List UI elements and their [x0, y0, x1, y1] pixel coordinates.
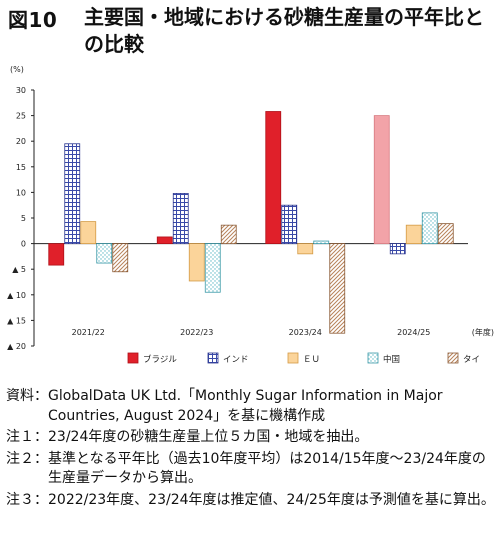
note-1: 注１： 23/24年度の砂糖生産量上位５カ国・地域を抽出。	[6, 428, 498, 448]
bar-ＥＵ-2021/22	[80, 221, 97, 245]
bar-chart: 30 25 20 15 10 5 0 ▲ 5 ▲ 10 ▲ 15 ▲ 20 (%) (年度) 2021/2…	[7, 65, 494, 365]
note-2: 注２： 基準となる平年比（過去10年度平均）は2014/15年度～23/24年度…	[6, 450, 498, 489]
note-text: GlobalData UK Ltd.「Monthly Sugar Informa…	[48, 388, 443, 424]
legend-label: タイ	[463, 355, 480, 365]
legend: ブラジル インド ＥＵ 中国 タイ	[127, 352, 480, 365]
y-tick-label: 5	[21, 214, 26, 223]
note-text: 2022/23年度、23/24年度は推定値、24/25年度は予測値を基に算出。	[48, 491, 495, 508]
y-tick-label: ▲ 20	[7, 342, 26, 351]
figure-title: 主要国・地域における砂糖生産量の平年比との比較	[84, 5, 484, 56]
legend-swatch	[447, 352, 459, 364]
legend-label: ブラジル	[143, 354, 177, 365]
note-label: 注３：	[6, 491, 48, 508]
bar-中国-2022/23	[204, 243, 221, 293]
x-tick-label: 2024/25	[397, 328, 430, 337]
legend-swatch	[127, 352, 139, 364]
bar-中国-2023/24	[313, 240, 330, 244]
note-source: 資料： GlobalData UK Ltd.「Monthly Sugar Inf…	[6, 387, 498, 426]
bar-タイ-2021/22	[112, 243, 129, 273]
bar-ブラジル-2024/25	[373, 115, 390, 244]
y-tick-label: 0	[21, 240, 26, 249]
y-tick-label: ▲ 5	[12, 265, 26, 274]
bar-ブラジル-2021/22	[48, 243, 65, 266]
y-tick-label: 15	[16, 163, 26, 172]
bar-ＥＵ-2022/23	[188, 243, 205, 282]
bar-インド-2023/24	[281, 204, 298, 244]
figure-label: 図10	[8, 8, 58, 32]
x-tick-label: 2021/22	[72, 328, 105, 337]
legend-swatch	[367, 352, 379, 364]
legend-label: インド	[223, 355, 249, 365]
y-tick-label: 20	[16, 137, 26, 146]
note-3: 注３： 2022/23年度、23/24年度は推定値、24/25年度は予測値を基に…	[6, 491, 498, 511]
bar-インド-2022/23	[172, 193, 189, 244]
y-tick-label: 25	[16, 112, 26, 121]
bar-タイ-2023/24	[329, 243, 346, 334]
bar-ＥＵ-2024/25	[405, 224, 422, 244]
note-text: 23/24年度の砂糖生産量上位５カ国・地域を抽出。	[48, 429, 369, 445]
bar-インド-2024/25	[389, 243, 406, 255]
legend-label: 中国	[383, 354, 400, 365]
note-label: 資料：	[6, 388, 48, 404]
note-text: 基準となる平年比（過去10年度平均）は2014/15年度～23/24年度の生産量…	[48, 450, 486, 487]
y-tick-label: ▲ 10	[7, 291, 26, 300]
legend-swatch	[287, 352, 299, 364]
notes: 資料： GlobalData UK Ltd.「Monthly Sugar Inf…	[6, 387, 498, 512]
axes	[31, 89, 468, 347]
bar-ＥＵ-2023/24	[297, 243, 314, 255]
note-label: 注１：	[6, 429, 48, 445]
legend-swatch	[207, 352, 219, 364]
bar-タイ-2022/23	[220, 224, 237, 244]
y-tick-label: 10	[16, 188, 26, 197]
bar-ブラジル-2022/23	[156, 236, 173, 245]
note-label: 注２：	[6, 450, 48, 467]
bar-ブラジル-2023/24	[265, 111, 282, 244]
x-tick-label: 2022/23	[180, 328, 213, 337]
y-unit-label: (%)	[10, 65, 24, 74]
x-tick-label: 2023/24	[289, 328, 322, 337]
axis-labels: 30 25 20 15 10 5 0 ▲ 5 ▲ 10 ▲ 15 ▲ 20 (%) (年度) 2021/2…	[7, 65, 494, 351]
y-tick-label: ▲ 15	[7, 316, 26, 325]
bars	[48, 111, 454, 334]
x-unit-label: (年度)	[472, 327, 494, 337]
bar-中国-2024/25	[421, 212, 438, 245]
bar-インド-2021/22	[64, 143, 81, 244]
legend-label: ＥＵ	[303, 355, 320, 365]
bar-中国-2021/22	[96, 243, 113, 264]
bar-タイ-2024/25	[437, 223, 454, 245]
y-tick-label: 30	[16, 86, 26, 95]
